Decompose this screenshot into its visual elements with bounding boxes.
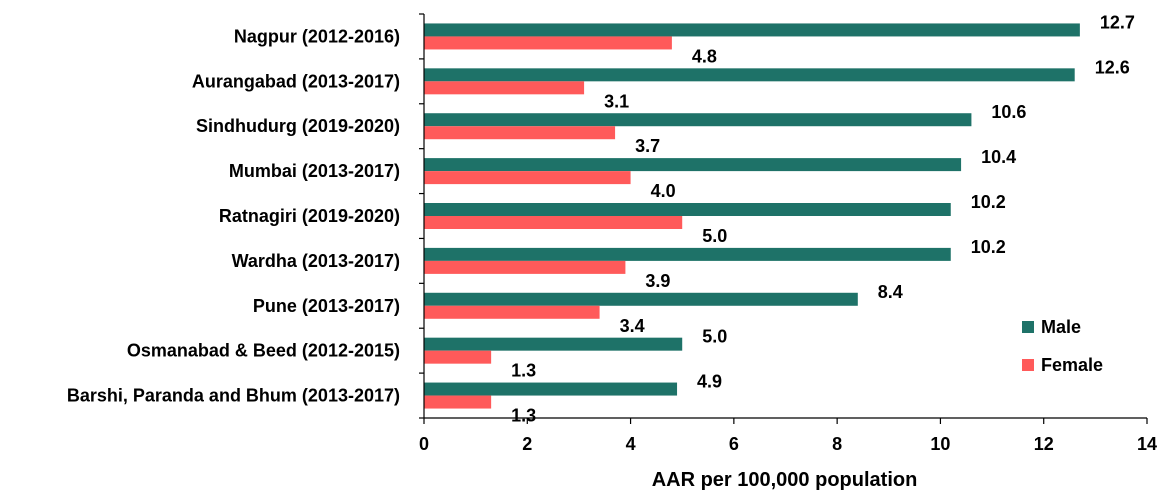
- category-label: Ratnagiri (2019-2020): [219, 206, 400, 226]
- female-bar: [424, 126, 616, 140]
- male-value-label: 10.6: [991, 102, 1026, 122]
- female-bar: [424, 81, 585, 95]
- category-label: Barshi, Paranda and Bhum (2013-2017): [67, 386, 400, 406]
- male-value-label: 5.0: [702, 327, 727, 347]
- category-label: Nagpur (2012-2016): [234, 26, 400, 46]
- x-ticks-group: 0 2 4 6 8 10 12 14: [419, 13, 1157, 454]
- male-bar: [424, 68, 1075, 82]
- female-bar: [424, 260, 626, 274]
- male-value-label: 12.6: [1095, 57, 1130, 77]
- female-value-label: 1.3: [511, 406, 536, 426]
- female-value-label: 3.1: [604, 91, 629, 111]
- female-value-label: 3.7: [635, 136, 660, 156]
- female-value-label: 4.0: [651, 181, 676, 201]
- x-tick-label: 14: [1137, 434, 1157, 454]
- female-value-label: 3.4: [620, 316, 645, 336]
- male-bar: [424, 23, 1080, 37]
- category-label: Aurangabad (2013-2017): [192, 71, 400, 91]
- x-tick-label: 10: [930, 434, 950, 454]
- x-tick-label: 0: [419, 434, 429, 454]
- male-value-label: 4.9: [697, 372, 722, 392]
- male-bar: [424, 382, 678, 396]
- male-bar: [424, 337, 683, 351]
- male-bar: [424, 247, 951, 261]
- female-value-label: 3.9: [645, 271, 670, 291]
- male-value-label: 10.2: [971, 192, 1006, 212]
- female-bar: [424, 350, 492, 364]
- bars-group: [424, 23, 1080, 409]
- male-value-label: 8.4: [878, 282, 903, 302]
- x-tick-label: 2: [522, 434, 532, 454]
- legend: Male Female: [1022, 317, 1103, 375]
- x-tick-label: 8: [832, 434, 842, 454]
- x-tick-label: 6: [729, 434, 739, 454]
- female-bar: [424, 36, 672, 50]
- category-label: Osmanabad & Beed (2012-2015): [127, 341, 400, 361]
- male-bar: [424, 203, 951, 216]
- female-bar: [424, 171, 631, 185]
- male-legend-label: Male: [1041, 317, 1081, 337]
- x-tick-label: 12: [1034, 434, 1054, 454]
- male-value-label: 10.2: [971, 237, 1006, 257]
- male-value-label: 10.4: [981, 147, 1016, 167]
- x-tick-label: 4: [626, 434, 636, 454]
- male-legend-swatch: [1022, 321, 1034, 333]
- male-value-label: 12.7: [1100, 12, 1135, 32]
- female-legend-swatch: [1022, 359, 1034, 371]
- category-labels-group: Nagpur (2012-2016) Aurangabad (2013-2017)…: [67, 26, 400, 405]
- female-bar: [424, 395, 492, 409]
- category-label: Sindhudurg (2019-2020): [196, 116, 400, 136]
- category-label: Pune (2013-2017): [253, 296, 400, 316]
- value-labels-group: 12.7 4.8 12.6 3.1 10.6 3.7 10.4 4.0 10.2 5.0 10.2 3…: [511, 12, 1135, 425]
- male-bar: [424, 292, 858, 306]
- male-bar: [424, 113, 972, 127]
- female-legend-label: Female: [1041, 355, 1103, 375]
- female-value-label: 4.8: [692, 46, 717, 66]
- x-axis-title: AAR per 100,000 population: [652, 469, 918, 491]
- category-label: Mumbai (2013-2017): [229, 161, 400, 181]
- female-value-label: 5.0: [702, 226, 727, 246]
- category-label: Wardha (2013-2017): [232, 251, 400, 271]
- male-bar: [424, 158, 962, 172]
- female-bar: [424, 216, 683, 229]
- female-bar: [424, 305, 600, 319]
- female-value-label: 1.3: [511, 361, 536, 381]
